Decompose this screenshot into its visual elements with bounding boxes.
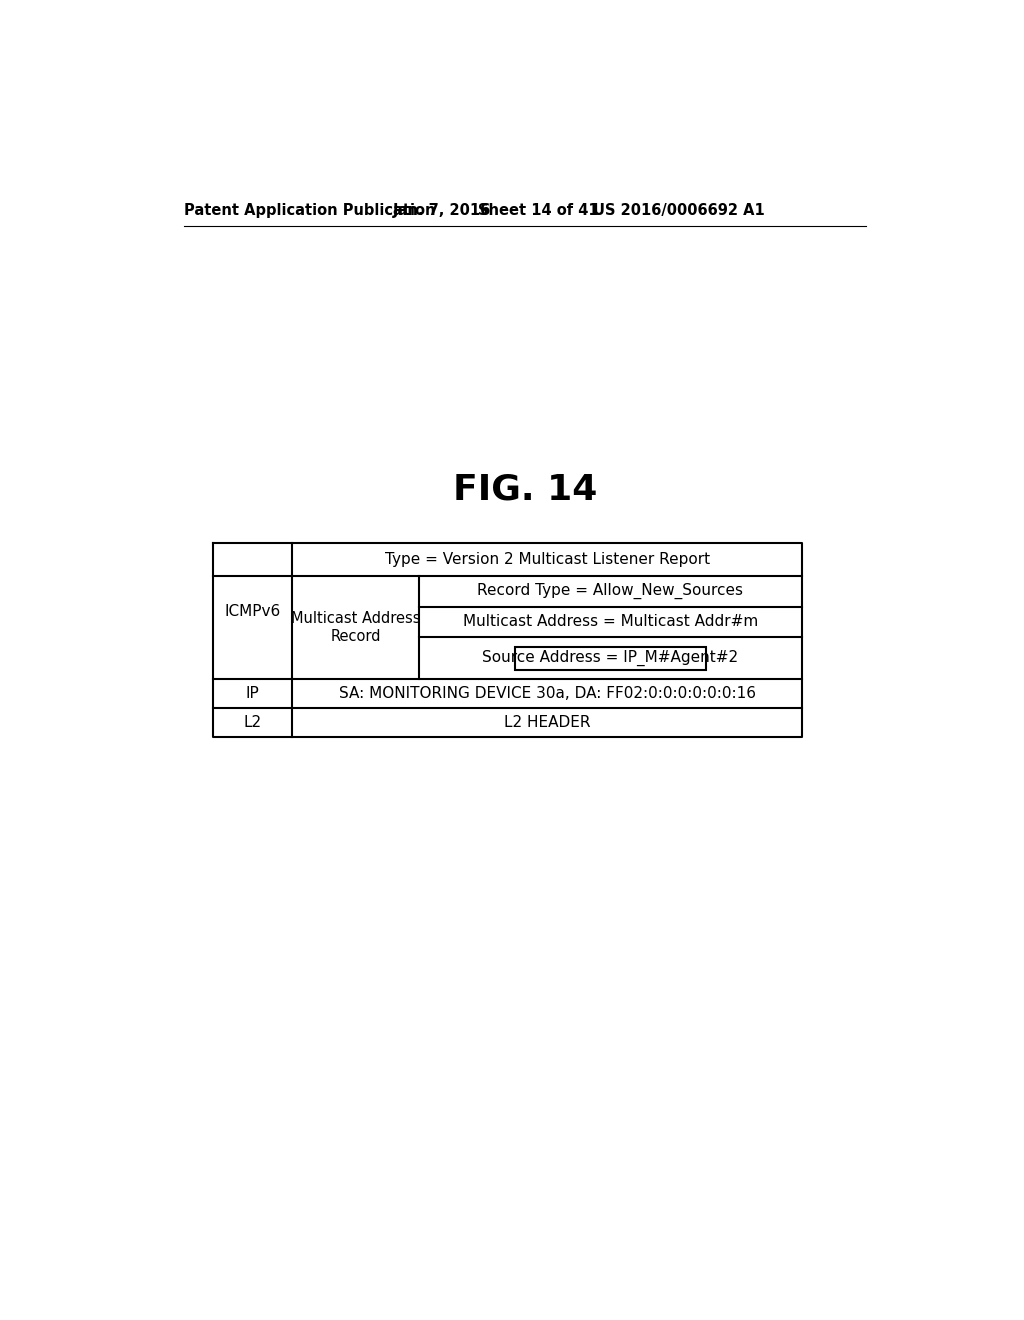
Text: Jan. 7, 2016: Jan. 7, 2016 (393, 203, 492, 218)
Text: Sheet 14 of 41: Sheet 14 of 41 (478, 203, 599, 218)
Text: L2 HEADER: L2 HEADER (504, 715, 591, 730)
Text: Record Type = Allow_New_Sources: Record Type = Allow_New_Sources (477, 583, 743, 599)
Text: ICMPv6: ICMPv6 (224, 603, 281, 619)
Text: FIG. 14: FIG. 14 (453, 473, 597, 507)
Text: SA: MONITORING DEVICE 30a, DA: FF02:0:0:0:0:0:0:16: SA: MONITORING DEVICE 30a, DA: FF02:0:0:… (339, 686, 756, 701)
Text: Type = Version 2 Multicast Listener Report: Type = Version 2 Multicast Listener Repo… (385, 552, 710, 568)
Text: Source Address = IP_M#Agent#2: Source Address = IP_M#Agent#2 (482, 649, 738, 667)
Text: Patent Application Publication: Patent Application Publication (183, 203, 435, 218)
Text: L2: L2 (244, 715, 262, 730)
Text: Multicast Address
Record: Multicast Address Record (291, 611, 420, 644)
Text: US 2016/0006692 A1: US 2016/0006692 A1 (593, 203, 765, 218)
Text: IP: IP (246, 686, 260, 701)
Text: Multicast Address = Multicast Addr#m: Multicast Address = Multicast Addr#m (463, 614, 758, 630)
